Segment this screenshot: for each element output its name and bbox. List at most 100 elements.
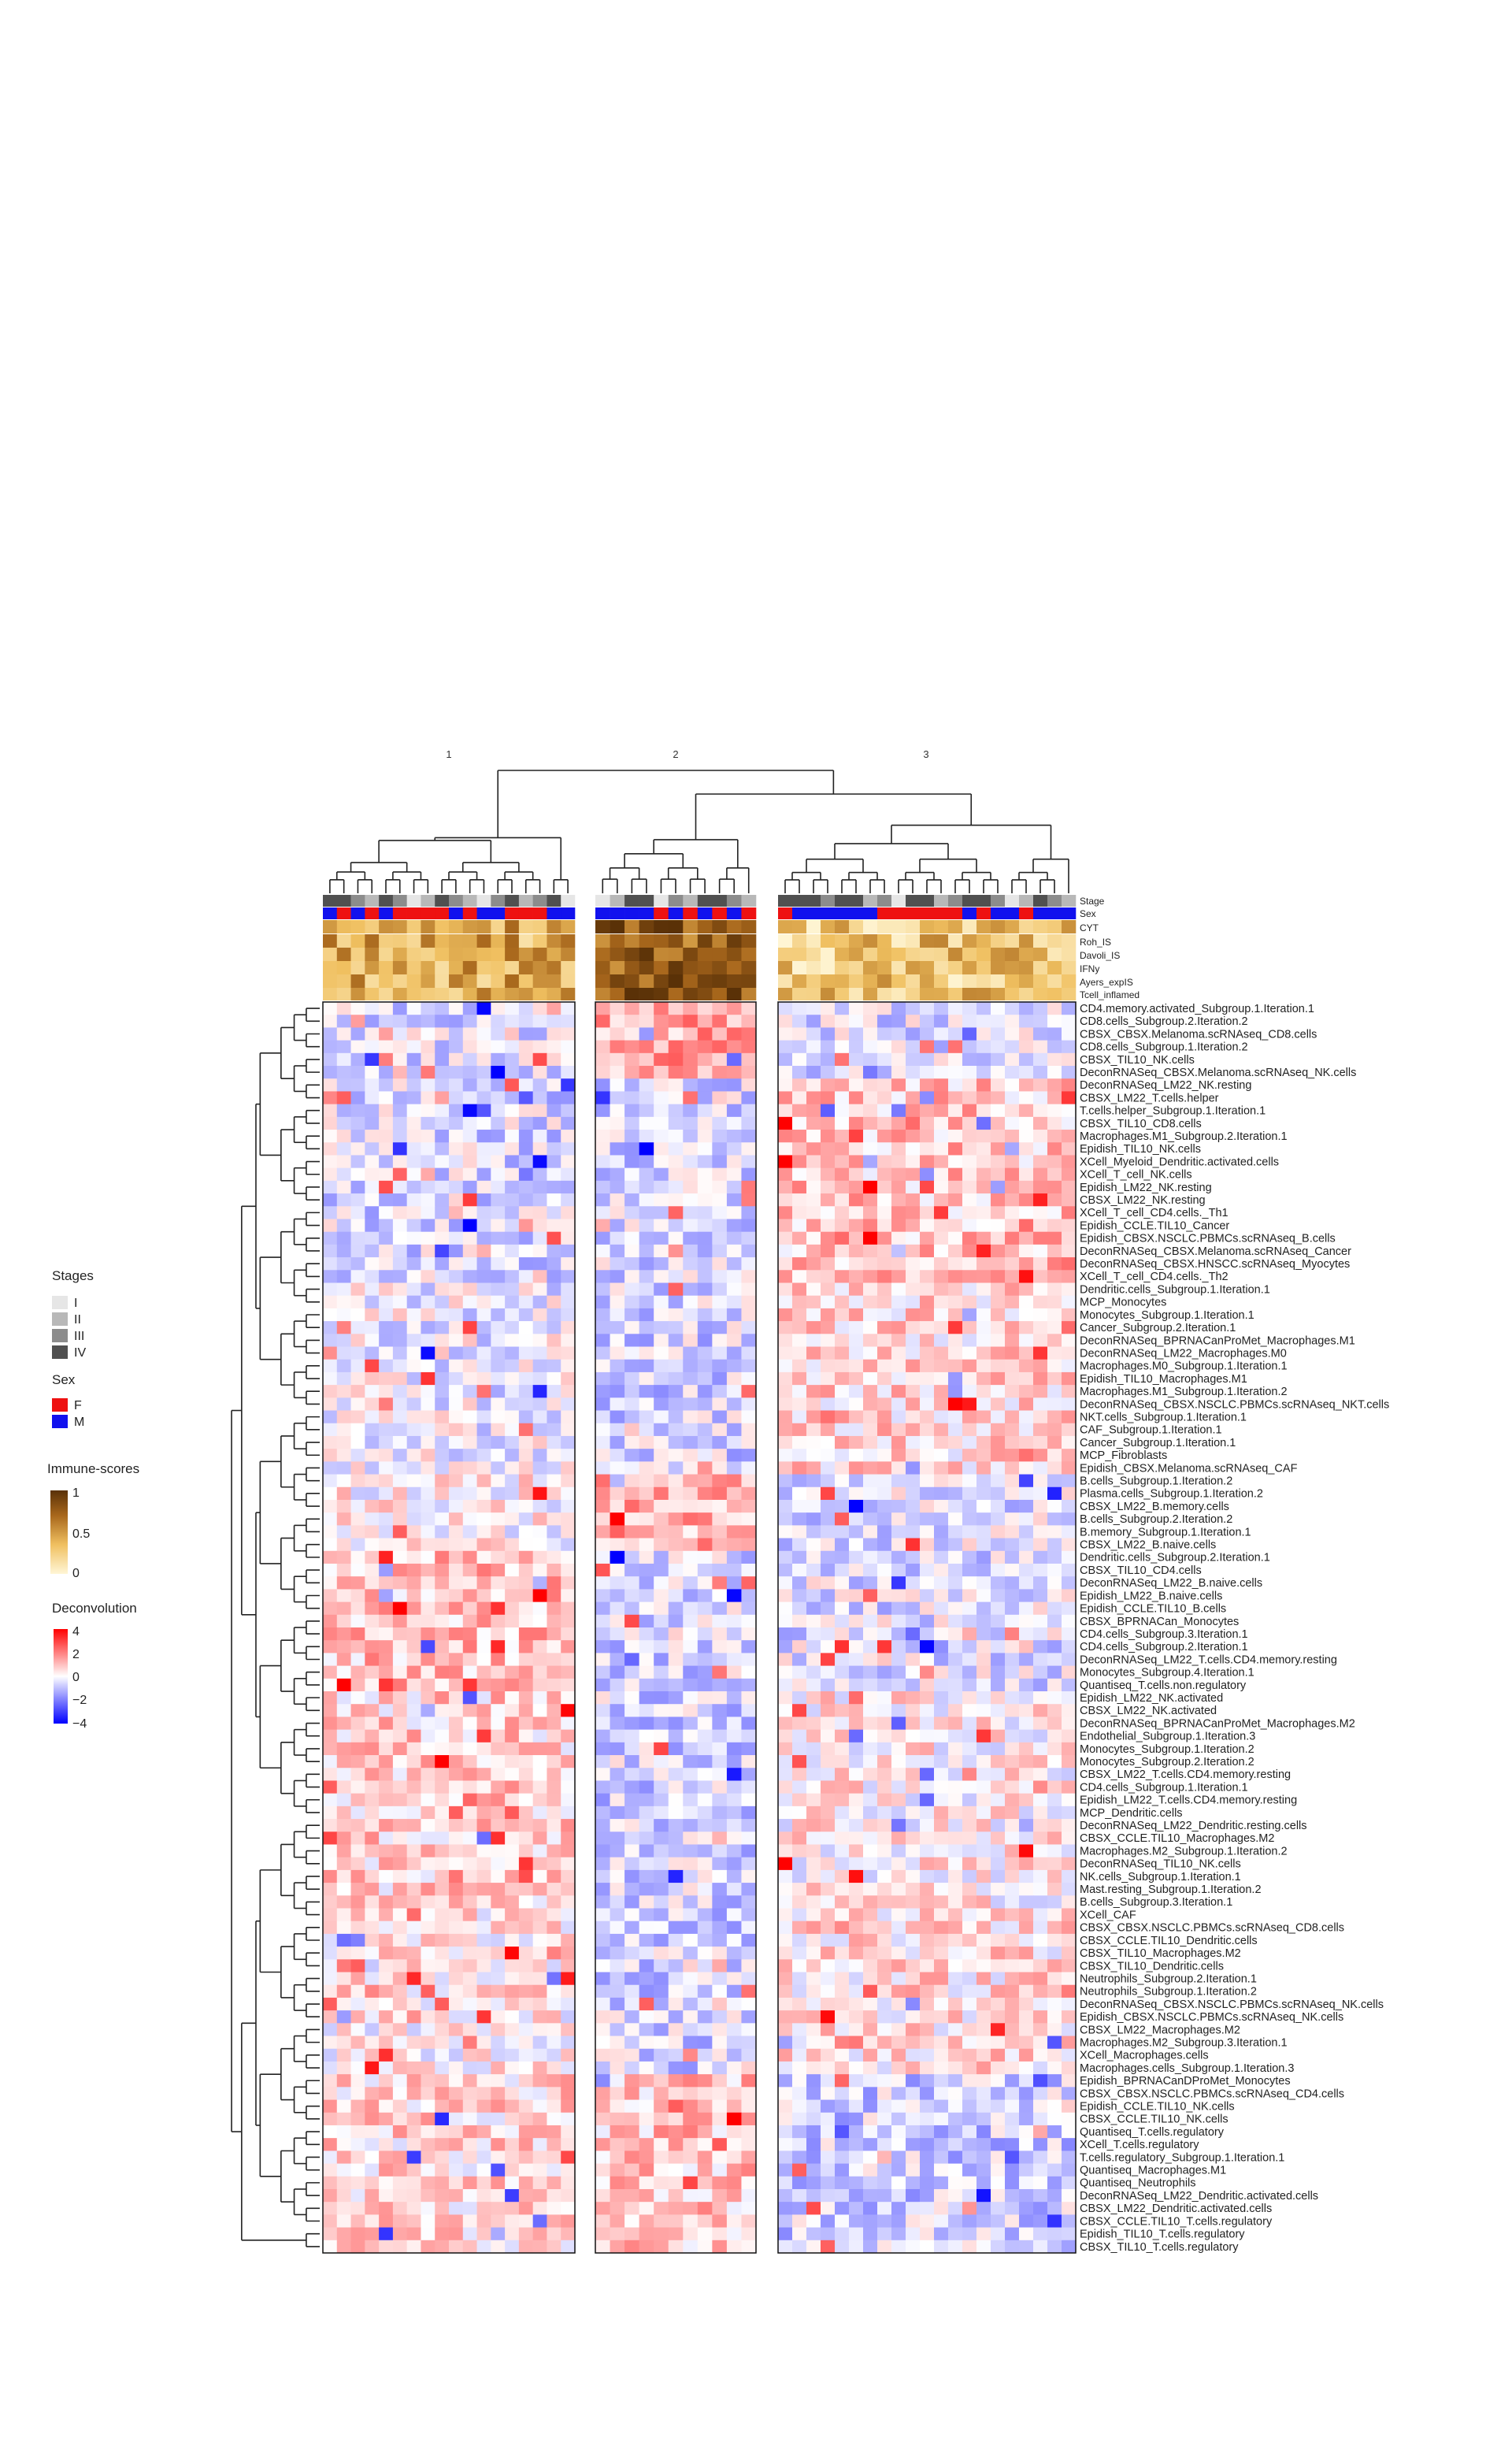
heatmap-cell (962, 1704, 977, 1717)
heatmap-cell (323, 1538, 338, 1552)
heatmap-cell (877, 1883, 892, 1896)
heatmap-cell (976, 1550, 991, 1564)
heatmap-cell (741, 1793, 757, 1807)
heatmap-cell (991, 1027, 1006, 1041)
heatmap-cell (1005, 2036, 1020, 2050)
heatmap-cell (350, 1819, 365, 1832)
heatmap-cell (350, 1742, 365, 1756)
heatmap-cell (532, 1334, 547, 1347)
heatmap-cell (948, 1716, 963, 1731)
heatmap-cell (1047, 1002, 1062, 1015)
heatmap-cell (906, 1116, 921, 1130)
heatmap-cell (654, 1002, 669, 1015)
heatmap-cell (532, 1640, 547, 1653)
heatmap-cell (518, 1321, 534, 1334)
stage-annotation-cell (547, 895, 561, 907)
heatmap-cell (462, 1130, 477, 1143)
heatmap-cell (712, 1423, 728, 1437)
heatmap-cell (849, 1104, 864, 1118)
heatmap-cell (323, 2010, 338, 2024)
heatmap-cell (624, 1742, 640, 1756)
immune-score-annotation-cell (1033, 974, 1048, 988)
heatmap-cell (697, 1244, 713, 1258)
immune-score-annotation-cell (336, 948, 351, 961)
heatmap-cell (561, 1614, 576, 1628)
heatmap-cell (654, 1371, 669, 1386)
heatmap-cell (392, 1193, 408, 1207)
heatmap-cell (863, 1640, 878, 1653)
heatmap-cell (435, 1334, 450, 1347)
heatmap-cell (934, 1947, 949, 1960)
heatmap-cell (1033, 1780, 1048, 1794)
heatmap-cell (741, 1219, 757, 1233)
heatmap-cell (906, 1895, 921, 1909)
heatmap-cell (1033, 1193, 1048, 1207)
heatmap-cell (476, 1449, 491, 1462)
heatmap-cell (778, 1219, 793, 1233)
heatmap-cell (491, 2023, 506, 2036)
heatmap-cell (948, 1525, 963, 1538)
heatmap-cell (449, 1002, 464, 1015)
heatmap-cell (835, 2048, 850, 2062)
heatmap-cell (697, 1704, 713, 1717)
immune-score-annotation-cell (1062, 974, 1077, 988)
heatmap-cell (849, 1512, 864, 1526)
immune-score-annotation-cell (741, 988, 757, 1000)
heatmap-cell (476, 1423, 491, 1437)
heatmap-cell (491, 1614, 506, 1628)
heatmap-cell (863, 1231, 878, 1245)
stage-annotation-cell (668, 895, 684, 907)
heatmap-cell (962, 1614, 977, 1628)
heatmap-cell (863, 1819, 878, 1832)
heatmap-cell (561, 1167, 576, 1182)
heatmap-cell (491, 1499, 506, 1513)
heatmap-cell (741, 1512, 757, 1526)
heatmap-cell (1062, 1052, 1077, 1067)
heatmap-cell (863, 1410, 878, 1424)
heatmap-cell (491, 1066, 506, 1079)
heatmap-cell (449, 1180, 464, 1194)
heatmap-cell (435, 1576, 450, 1590)
heatmap-cell (726, 1601, 742, 1616)
heatmap-cell (379, 1091, 394, 1105)
heatmap-cell (934, 2010, 949, 2024)
heatmap-cell (962, 1359, 977, 1373)
heatmap-cell (962, 1908, 977, 1922)
heatmap-cell (323, 1704, 338, 1717)
heatmap-cell (595, 1015, 610, 1028)
heatmap-cell (863, 1397, 878, 1411)
heatmap-cell (726, 1346, 742, 1360)
heatmap-cell (462, 1423, 477, 1437)
heatmap-cell (697, 1308, 713, 1322)
heatmap-cell (906, 1576, 921, 1590)
heatmap-cell (462, 1295, 477, 1309)
heatmap-cell (624, 1832, 640, 1845)
immune-score-annotation-cell (595, 961, 610, 974)
heatmap-cell (379, 1449, 394, 1462)
immune-score-annotation-cell (962, 988, 977, 1000)
heatmap-cell (532, 1130, 547, 1143)
heatmap-cell (712, 1640, 728, 1653)
annotation-row-label: CYT (1080, 922, 1099, 933)
heatmap-cell (821, 1027, 836, 1041)
heatmap-cell (336, 1921, 351, 1935)
heatmap-cell (877, 1806, 892, 1820)
heatmap-cell (1062, 1869, 1077, 1883)
heatmap-cell (976, 1755, 991, 1768)
heatmap-cell (1019, 1385, 1034, 1398)
heatmap-cell (532, 1959, 547, 1973)
heatmap-cell (561, 1461, 576, 1475)
heatmap-cell (379, 1066, 394, 1079)
heatmap-cell (595, 1091, 610, 1105)
heatmap-cell (491, 1832, 506, 1845)
heatmap-cell (891, 1678, 906, 1692)
heatmap-cell (476, 1921, 491, 1935)
heatmap-cell (863, 1423, 878, 1437)
heatmap-cell (491, 1167, 506, 1182)
heatmap-cell (561, 1819, 576, 1832)
heatmap-cell (1062, 1066, 1077, 1079)
heatmap-cell (595, 1295, 610, 1309)
heatmap-cell (1019, 1295, 1034, 1309)
heatmap-cell (697, 1397, 713, 1411)
heatmap-cell (920, 1678, 935, 1692)
